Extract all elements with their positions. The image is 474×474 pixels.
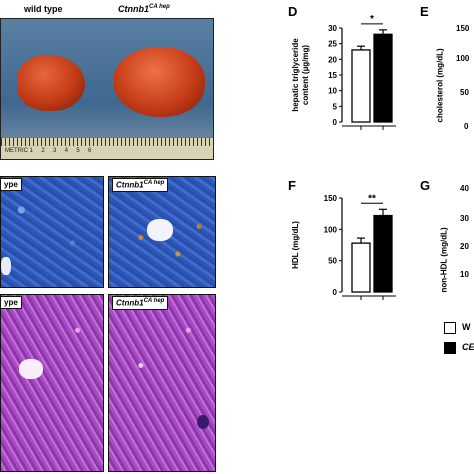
chart-g-tick-40: 40 [460, 184, 469, 193]
chart-e-ylabel: cholesterol (mg/dL) [435, 48, 445, 123]
ruler-ticks [1, 138, 213, 146]
vessel [19, 359, 43, 379]
chart-g-tick-30: 30 [460, 214, 469, 223]
chart-g-partial: non-HDL (mg/dL) 40 30 20 10 [430, 184, 474, 304]
vessel [147, 219, 173, 241]
chart-d-triglyceride: hepatic triglyceridecontent (µg/mg) 0 5 10 1… [291, 14, 396, 130]
legend-swatch-wt [444, 322, 456, 334]
y-tick-label: 20 [328, 55, 337, 64]
y-tick-label: 25 [328, 40, 337, 49]
metric-ruler: METRIC 1 2 3 4 5 6 [1, 137, 213, 159]
y-tick-label: 50 [328, 257, 337, 266]
ruler-text: METRIC 1 2 3 4 5 6 [5, 148, 92, 154]
label-wild-type: wild type [24, 4, 63, 14]
bar [373, 33, 393, 123]
label-ctnnb1-photo: Ctnnb1CA hep [118, 4, 170, 14]
histo-blue-ca-main: Ctnnb1 [116, 180, 144, 190]
histo-blue-ca-sup: CA hep [143, 180, 165, 186]
chart-g-tick-10: 10 [460, 270, 469, 279]
chart-e-tick-0: 0 [464, 122, 469, 131]
histo-blue-wt [0, 176, 104, 288]
legend-swatch-ca [444, 342, 456, 354]
histo-purple-wt-label: ype [0, 296, 22, 309]
ylabel: HDL (mg/dL) [291, 221, 300, 269]
liver-photo: METRIC 1 2 3 4 5 6 [0, 18, 214, 160]
bar [351, 242, 371, 293]
y-tick-label: 100 [324, 225, 338, 234]
legend-label-wt: W [462, 322, 471, 332]
y-tick-label: 15 [328, 71, 337, 80]
y-tick-label: 0 [333, 288, 338, 297]
chart-g-tick-20: 20 [460, 242, 469, 251]
y-tick-label: 0 [333, 118, 338, 127]
legend: W CE [444, 322, 474, 366]
histo-purple-wt [0, 294, 104, 472]
histo-blue-wt-label: ype [0, 178, 22, 191]
chart-e-tick-100: 100 [456, 54, 470, 63]
chart-e-tick-150: 150 [456, 24, 470, 33]
y-tick-label: 30 [328, 24, 337, 33]
histo-blue-ca [108, 176, 216, 288]
chart-e-partial: cholesterol (mg/dL) 150 100 50 0 [430, 14, 474, 134]
significance-label: * [370, 14, 374, 25]
liver-wild-type [17, 55, 85, 111]
vessel [1, 257, 11, 275]
panel-letter-d: D [288, 4, 298, 19]
significance-label: ** [368, 193, 376, 204]
histo-purple-ca-sup: CA hep [143, 298, 165, 304]
chart-e-tick-50: 50 [460, 88, 469, 97]
ylabel: hepatic triglyceridecontent (µg/mg) [291, 38, 310, 112]
ylabel-line-2: content (µg/mg) [301, 45, 310, 105]
legend-label-ca: CE [462, 342, 474, 352]
panel-letter-g: G [420, 178, 431, 193]
y-tick-label: 10 [328, 87, 337, 96]
ylabel-line-1: hepatic triglyceride [291, 38, 300, 112]
nucleus-cluster [197, 415, 209, 429]
bar [373, 214, 393, 293]
histo-purple-ca [108, 294, 216, 472]
label-ctnnb1-photo-main: Ctnnb1 [118, 4, 149, 14]
liver-ctnnb1 [113, 47, 205, 117]
y-tick-label: 150 [324, 194, 338, 203]
histo-purple-ca-label: Ctnnb1CA hep [112, 296, 169, 310]
chart-f-hdl: HDL (mg/dL) 0 50 100 150 ** [291, 193, 396, 300]
y-tick-label: 5 [333, 102, 338, 111]
panel-letter-f: F [288, 178, 296, 193]
bar [351, 49, 371, 123]
panel-letter-e: E [420, 4, 429, 19]
label-ctnnb1-photo-sup: CA hep [149, 4, 170, 10]
histo-blue-ca-label: Ctnnb1CA hep [112, 178, 169, 192]
chart-g-ylabel: non-HDL (mg/dL) [439, 227, 449, 293]
histo-purple-ca-main: Ctnnb1 [116, 298, 144, 308]
